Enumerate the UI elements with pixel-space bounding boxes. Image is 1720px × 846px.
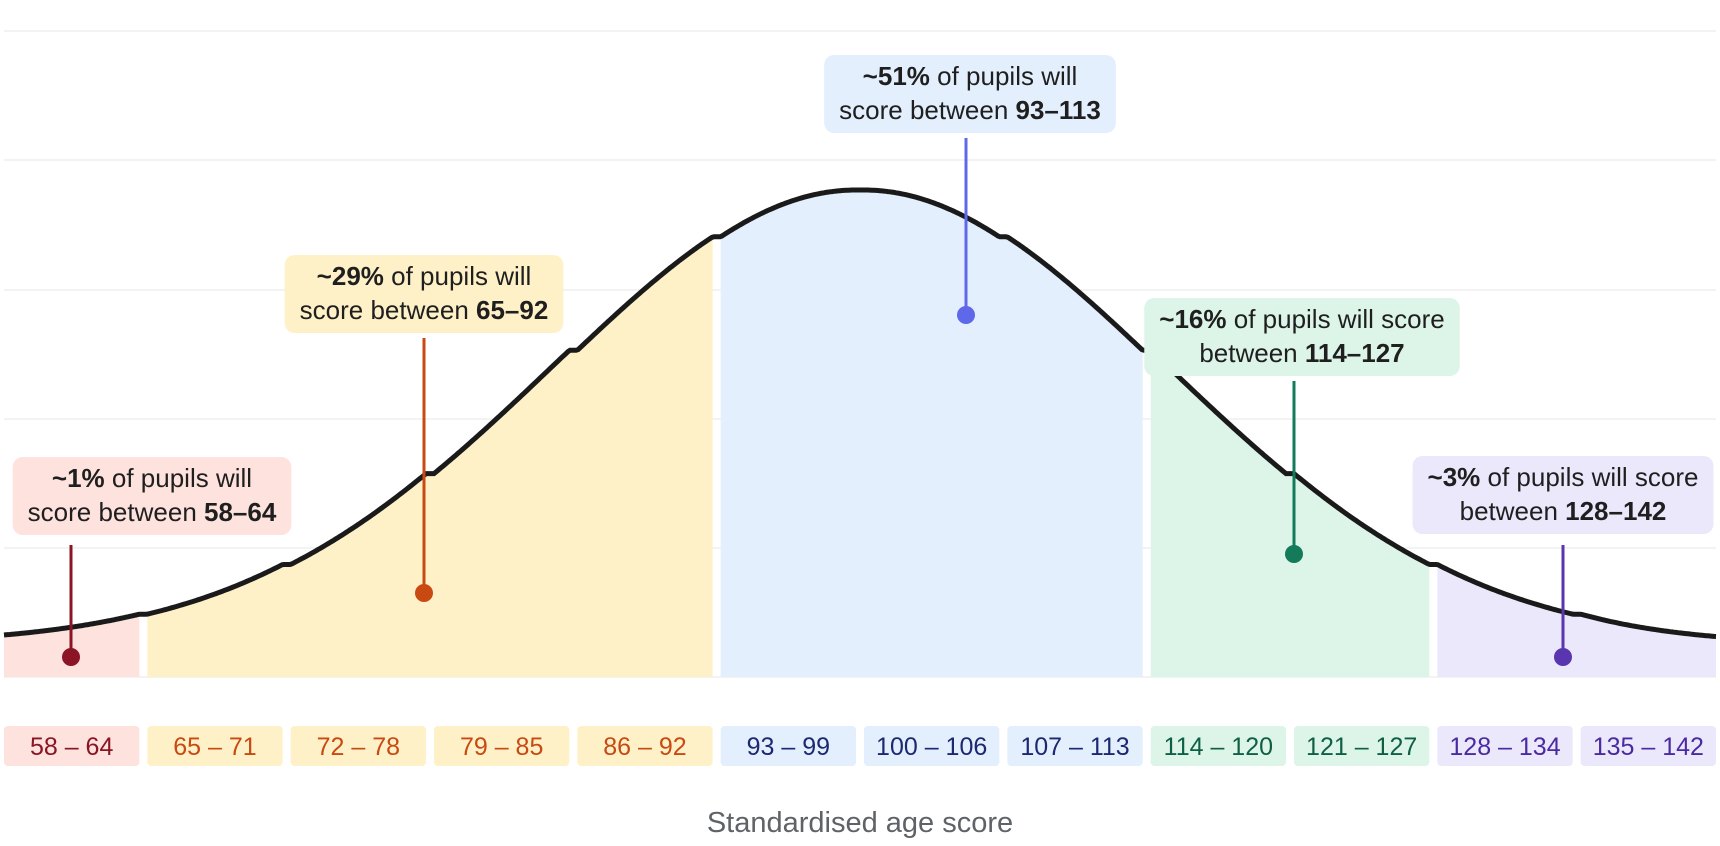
x-axis-title: Standardised age score xyxy=(707,807,1013,839)
callout-text-part: score between xyxy=(28,497,204,527)
score-bin-label: 128 – 134 xyxy=(1449,733,1560,761)
score-bin-box xyxy=(720,726,856,766)
callout-dot xyxy=(1554,648,1572,666)
score-bin: 100 – 106 xyxy=(864,726,1000,766)
callout-text-part: of pupils will xyxy=(930,61,1077,91)
score-bin-label: 114 – 120 xyxy=(1164,733,1273,761)
callout-line-range: score between 58–64 xyxy=(28,497,277,527)
score-bin-label: 86 – 92 xyxy=(603,733,686,761)
score-bin-label: 72 – 78 xyxy=(317,733,400,761)
score-bin: 72 – 78 xyxy=(290,726,426,766)
callout-dot xyxy=(1285,545,1303,563)
score-bin-box xyxy=(1437,726,1573,766)
score-bin-label: 65 – 71 xyxy=(173,733,256,761)
score-bin-label: 93 – 99 xyxy=(747,733,830,761)
score-bin: 58 – 64 xyxy=(4,726,140,766)
callout-emphasis: ~3% xyxy=(1428,462,1481,492)
callout-emphasis: 128–142 xyxy=(1565,496,1666,526)
callout-emphasis: ~1% xyxy=(52,463,105,493)
callout-65–92: ~29% of pupils will score between 65–92 xyxy=(284,255,564,602)
score-bins: 58 – 64 65 – 71 72 – 78 79 – 85 86 – 92 93 – … xyxy=(4,726,1716,766)
callout-dot xyxy=(957,306,975,324)
score-bin: 128 – 134 xyxy=(1437,726,1573,766)
callout-114–127: ~16% of pupils will score between 114–127 xyxy=(1144,298,1460,563)
score-bin-label: 100 – 106 xyxy=(876,733,987,761)
callout-text-part: of pupils will score xyxy=(1480,462,1698,492)
callout-93–113: ~51% of pupils will score between 93–113 xyxy=(824,55,1116,324)
callout-dot xyxy=(415,584,433,602)
score-bin-box xyxy=(147,726,283,766)
score-bin: 121 – 127 xyxy=(1294,726,1430,766)
callout-line-percent: ~16% of pupils will score xyxy=(1159,304,1444,334)
band-area-114–127 xyxy=(1150,350,1430,677)
callout-dot xyxy=(62,648,80,666)
score-bin: 107 – 113 xyxy=(1007,726,1143,766)
callout-line-percent: ~1% of pupils will xyxy=(52,463,252,493)
callout-emphasis: ~29% xyxy=(317,261,384,291)
score-bin-box xyxy=(290,726,426,766)
callout-line-percent: ~3% of pupils will score xyxy=(1428,462,1699,492)
callout-box xyxy=(1412,456,1714,534)
score-bin-label: 107 – 113 xyxy=(1020,733,1129,761)
score-bin: 65 – 71 xyxy=(147,726,283,766)
callout-line-range: between 128–142 xyxy=(1460,496,1667,526)
score-bin-label: 121 – 127 xyxy=(1306,733,1417,761)
band-area-128–142 xyxy=(1437,564,1716,677)
score-bin: 79 – 85 xyxy=(434,726,570,766)
score-bin-box xyxy=(1150,726,1286,766)
callout-emphasis: 93–113 xyxy=(1016,95,1101,125)
callout-emphasis: ~51% xyxy=(863,61,930,91)
score-bin: 114 – 120 xyxy=(1150,726,1286,766)
score-bin-box xyxy=(1007,726,1143,766)
callout-emphasis: ~16% xyxy=(1159,304,1226,334)
callout-text-part: of pupils will xyxy=(105,463,252,493)
callout-text-part: of pupils will xyxy=(384,261,531,291)
score-bin-box xyxy=(434,726,570,766)
callout-box xyxy=(824,55,1116,133)
callout-text-part: of pupils will score xyxy=(1227,304,1445,334)
score-bin-box xyxy=(4,726,140,766)
callout-line-range: score between 93–113 xyxy=(839,95,1101,125)
score-bin: 86 – 92 xyxy=(577,726,713,766)
band-area-93–113 xyxy=(720,190,1143,677)
callout-line-percent: ~29% of pupils will xyxy=(317,261,532,291)
callout-line-percent: ~51% of pupils will xyxy=(863,61,1078,91)
callout-line-range: between 114–127 xyxy=(1199,338,1404,368)
callout-128–142: ~3% of pupils will score between 128–142 xyxy=(1412,456,1714,666)
score-bin-box xyxy=(1294,726,1430,766)
callout-emphasis: 58–64 xyxy=(204,497,277,527)
score-bin: 135 – 142 xyxy=(1580,726,1716,766)
callout-line-range: score between 65–92 xyxy=(300,295,549,325)
score-bin-label: 58 – 64 xyxy=(30,733,114,761)
score-bin-box xyxy=(577,726,713,766)
bell-curve-line xyxy=(3,187,1717,639)
distribution-curve xyxy=(3,187,1717,639)
callout-text-part: between xyxy=(1199,338,1305,368)
callout-emphasis: 65–92 xyxy=(476,295,548,325)
score-bin: 93 – 99 xyxy=(720,726,856,766)
callout-text-part: score between xyxy=(300,295,476,325)
score-bin-box xyxy=(1580,726,1716,766)
callout-emphasis: 114–127 xyxy=(1305,338,1405,368)
callout-58–64: ~1% of pupils will score between 58–64 xyxy=(12,457,292,666)
callout-text-part: between xyxy=(1460,496,1566,526)
callout-box xyxy=(12,457,292,535)
score-bin-box xyxy=(864,726,1000,766)
score-bin-label: 79 – 85 xyxy=(460,733,543,761)
score-bin-label: 135 – 142 xyxy=(1593,733,1704,761)
callout-text-part: score between xyxy=(839,95,1015,125)
callout-box xyxy=(284,255,564,333)
callout-box xyxy=(1144,298,1460,376)
score-bands xyxy=(4,190,1716,678)
